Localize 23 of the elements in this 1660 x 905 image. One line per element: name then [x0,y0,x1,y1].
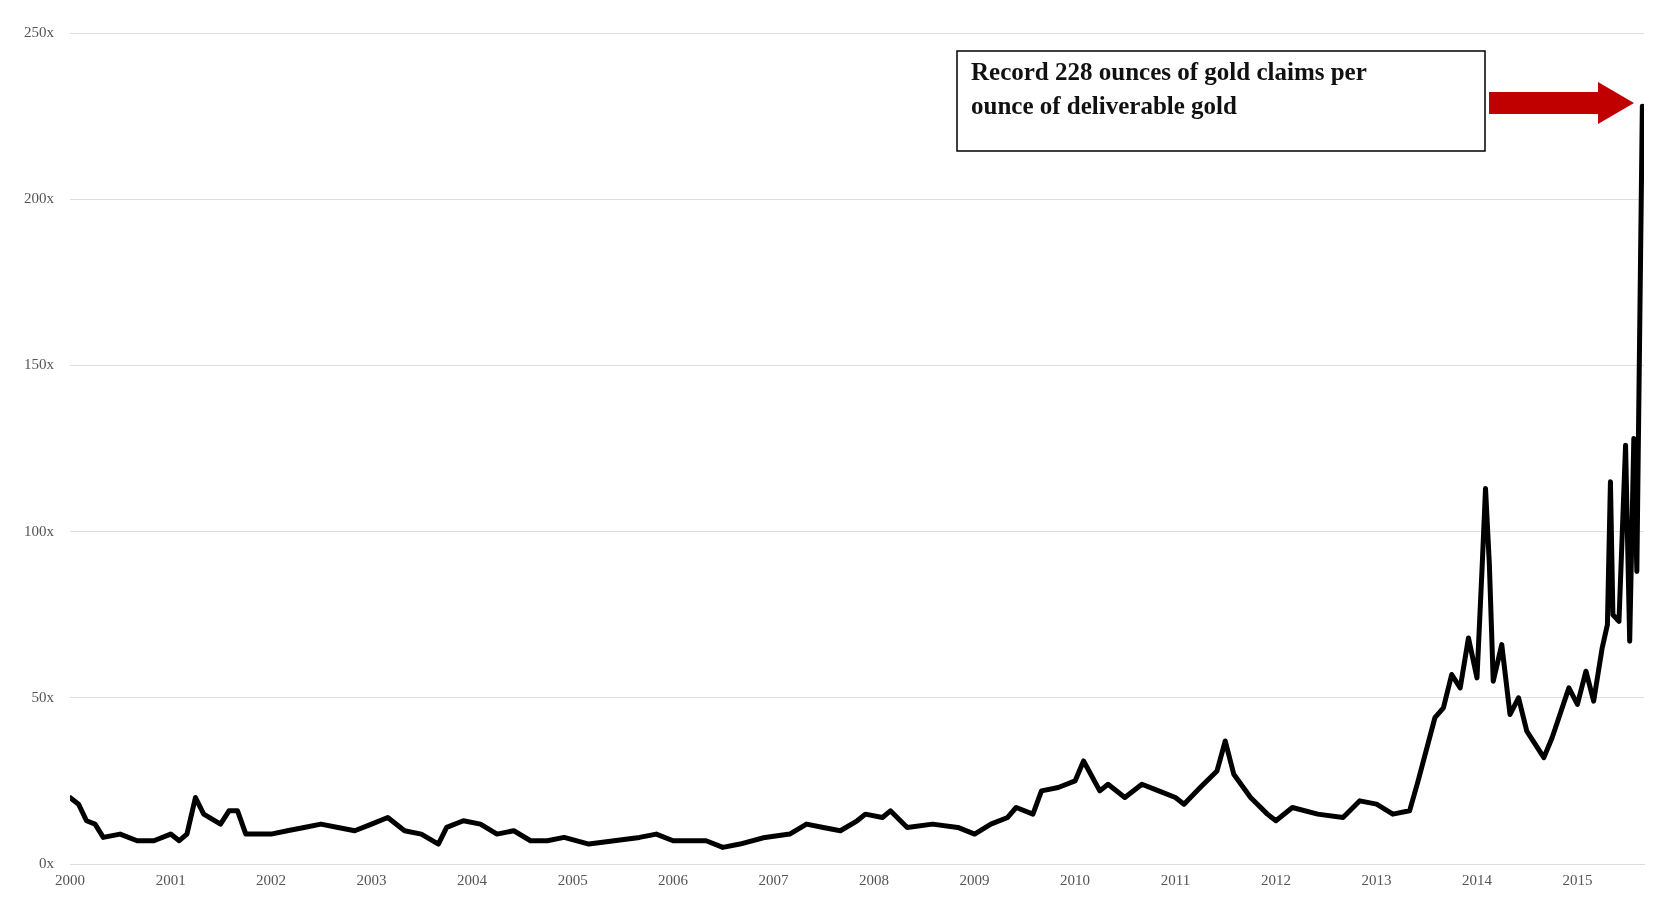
x-tick-label: 2003 [356,871,387,888]
x-tick-label: 2002 [256,871,287,888]
x-tick-label: 2000 [55,871,85,888]
x-tick-label: 2014 [1462,871,1493,888]
x-tick-label: 2009 [959,871,990,888]
annotation: Record 228 ounces of gold claims per ounce of deliverable gold [971,57,1367,119]
x-tick-label: 2008 [858,871,889,888]
x-tick-label: 2011 [1160,871,1191,888]
x-tick-label: 2006 [658,871,689,888]
y-tick-label: 150x [24,356,55,373]
x-tick-label: 2005 [557,871,588,888]
x-tick-label: 2010 [1060,871,1091,888]
x-tick-label: 2007 [758,871,789,888]
x-tick-label: 2012 [1260,871,1291,888]
x-tick-label: 2004 [456,871,488,888]
y-tick-label: 0x [39,854,55,871]
y-tick-label: 250x [24,23,55,40]
y-tick-label: 50x [31,688,55,705]
x-tick-label: 2015 [1562,871,1593,888]
x-tick-label: 2013 [1361,871,1392,888]
x-tick-label: 2001 [155,871,186,888]
y-tick-label: 200x [24,190,55,207]
y-tick-label: 100x [24,522,55,539]
